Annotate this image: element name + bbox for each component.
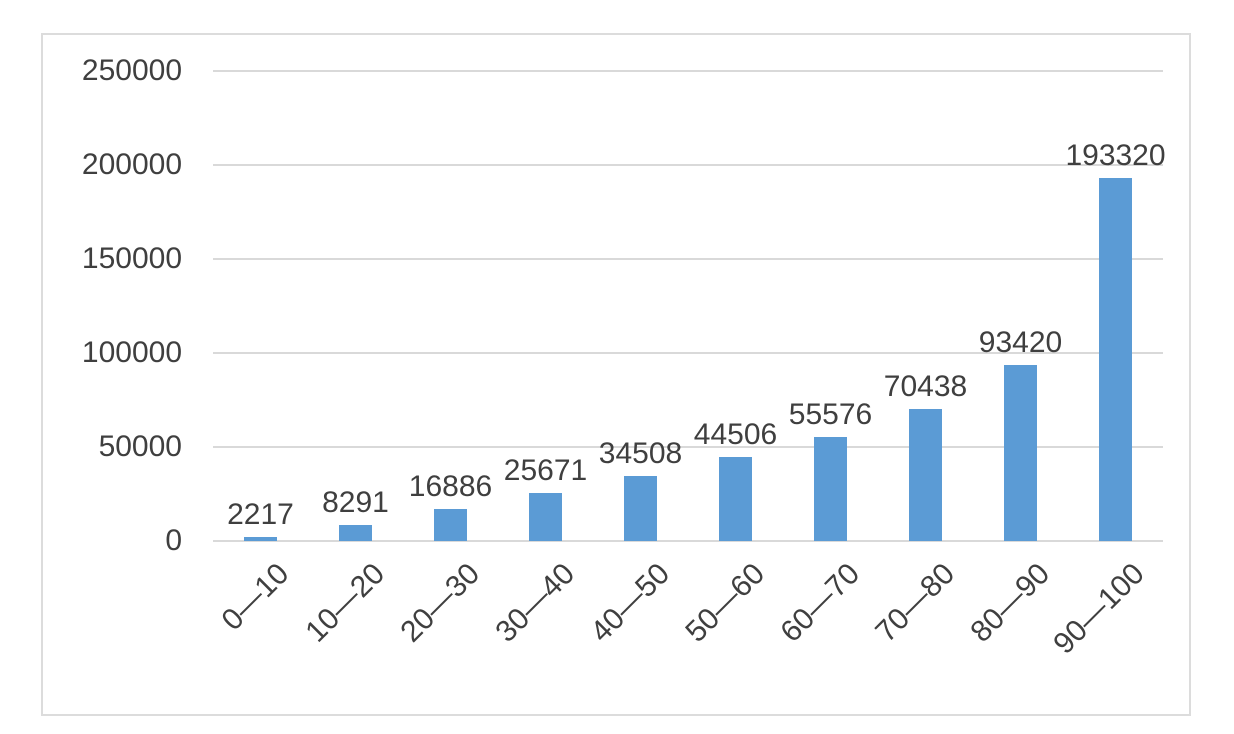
bar-value-label: 16886 — [408, 470, 493, 503]
bar-value-label: 70438 — [883, 370, 968, 403]
bar — [814, 437, 847, 541]
bar-value-label: 8291 — [322, 486, 389, 519]
x-axis-tick-label: 60—70 — [774, 557, 866, 649]
gridline — [213, 258, 1163, 260]
y-axis-tick-label: 150000 — [81, 242, 182, 275]
x-axis-tick-label: 70—80 — [869, 557, 961, 649]
gridline — [213, 70, 1163, 72]
y-axis-tick-label: 250000 — [81, 54, 182, 87]
bar — [434, 509, 467, 541]
bar — [339, 525, 372, 541]
bar-value-label: 2217 — [227, 498, 294, 531]
x-axis-tick-label: 0—10 — [215, 557, 296, 637]
bar — [529, 493, 562, 541]
y-axis-tick-label: 0 — [165, 524, 182, 557]
bar-value-label: 55576 — [788, 398, 873, 431]
bar-value-label: 34508 — [598, 437, 683, 470]
x-axis-tick-label: 20—30 — [394, 557, 486, 649]
x-axis-tick-label: 90—100 — [1047, 557, 1151, 661]
bar-value-label: 93420 — [978, 326, 1063, 359]
bar-value-label: 25671 — [503, 454, 588, 487]
y-axis-tick-label: 50000 — [98, 430, 182, 463]
x-axis-tick-label: 10—20 — [299, 557, 391, 649]
bar — [624, 476, 657, 541]
y-axis-tick-label: 100000 — [81, 336, 182, 369]
bar — [1099, 178, 1132, 541]
chart-frame: 0 50000 100000 150000 200000 250000 2217 0—10 82… — [41, 33, 1191, 716]
bar — [909, 409, 942, 541]
y-axis-tick-label: 200000 — [81, 148, 182, 181]
gridline — [213, 352, 1163, 354]
x-axis-tick-label: 40—50 — [584, 557, 676, 649]
x-axis-tick-label: 80—90 — [964, 557, 1056, 649]
gridline — [213, 446, 1163, 448]
gridline — [213, 540, 1163, 542]
bar-value-label: 193320 — [1065, 139, 1166, 172]
gridline — [213, 164, 1163, 166]
bar-value-label: 44506 — [693, 418, 778, 451]
bar — [1004, 365, 1037, 541]
bar — [244, 537, 277, 541]
bar — [719, 457, 752, 541]
x-axis-tick-label: 50—60 — [679, 557, 771, 649]
x-axis-tick-label: 30—40 — [489, 557, 581, 649]
